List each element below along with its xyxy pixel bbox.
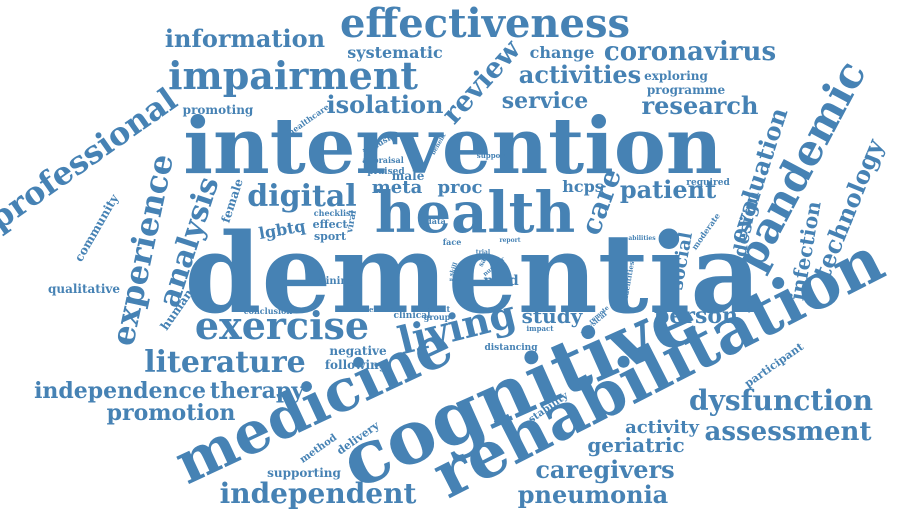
word-systematic: systematic <box>347 43 443 62</box>
word-activity: activity <box>625 417 699 438</box>
word-impact: impact <box>527 324 555 333</box>
word-service: service <box>502 88 589 114</box>
word-distancing: distancing <box>484 343 538 353</box>
word-health: health <box>375 180 575 246</box>
word-assessment: assessment <box>705 417 872 447</box>
word-praised: praised <box>367 167 405 177</box>
word-meta: meta <box>372 177 423 198</box>
word-effectiveness: effectiveness <box>340 0 630 47</box>
word-support: support <box>477 151 508 160</box>
word-independent: independent <box>220 477 417 510</box>
word-literature: literature <box>144 345 306 380</box>
word-viral: viral <box>345 209 359 235</box>
word-checklist: checklist <box>314 208 355 218</box>
word-activities: activities <box>519 60 641 89</box>
word-information: information <box>165 24 325 53</box>
word-face: face <box>443 237 462 247</box>
word-conclusion: conclusion <box>244 306 293 316</box>
word-promoting: promoting <box>183 103 254 117</box>
word-appraisal: appraisal <box>362 155 404 165</box>
word-result: result <box>424 304 451 314</box>
word-mild: mild <box>483 273 518 289</box>
word-supporting: supporting <box>267 466 341 480</box>
word-proc: proc <box>437 177 482 198</box>
word-research: research <box>642 91 759 120</box>
word-promotion: promotion <box>107 400 236 426</box>
word-male: male <box>392 169 425 183</box>
word-hcps: hcps <box>562 177 604 196</box>
word-enable: enable <box>369 305 396 314</box>
word-trial: trial <box>476 249 491 256</box>
word-programme: programme <box>647 83 726 97</box>
word-impairment: impairment <box>168 53 418 98</box>
word-abilities: abilities <box>628 235 656 242</box>
word-patient: patient <box>620 175 716 204</box>
word-study: study <box>522 304 584 328</box>
word-clinical: clinical <box>393 311 431 321</box>
word-community: community <box>72 191 122 264</box>
word-caregivers: caregivers <box>535 455 674 484</box>
word-data: data <box>426 216 446 226</box>
word-intervention: intervention <box>183 101 722 192</box>
word-report: report <box>499 237 520 244</box>
word-geriatric: geriatric <box>587 433 684 457</box>
word-required: required <box>686 178 730 188</box>
word-training: training <box>309 276 355 287</box>
word-effect: effect <box>313 218 349 231</box>
word-change: change <box>530 43 595 62</box>
word-exploring: exploring <box>644 69 708 83</box>
word-qualitative: qualitative <box>48 282 120 296</box>
word-sport: sport <box>314 230 347 243</box>
word-dementia: dementia <box>184 209 761 338</box>
word-more: more <box>409 257 427 264</box>
word-independence: independence <box>34 378 206 404</box>
word-exercise: exercise <box>195 303 369 348</box>
word-therapy: therapy <box>210 378 305 404</box>
word-digital: digital <box>247 179 356 214</box>
word-skill: skill <box>448 261 460 278</box>
word-person: person <box>654 303 738 329</box>
word-pneumonia: pneumonia <box>518 480 668 509</box>
word-isolation: isolation <box>327 90 444 119</box>
word-following: following <box>325 358 388 372</box>
word-group: group <box>424 312 451 322</box>
word-need: need <box>449 277 463 283</box>
word-coronavirus: coronavirus <box>604 37 776 67</box>
word-dysfunction: dysfunction <box>689 384 873 417</box>
word-negative: negative <box>329 344 387 358</box>
